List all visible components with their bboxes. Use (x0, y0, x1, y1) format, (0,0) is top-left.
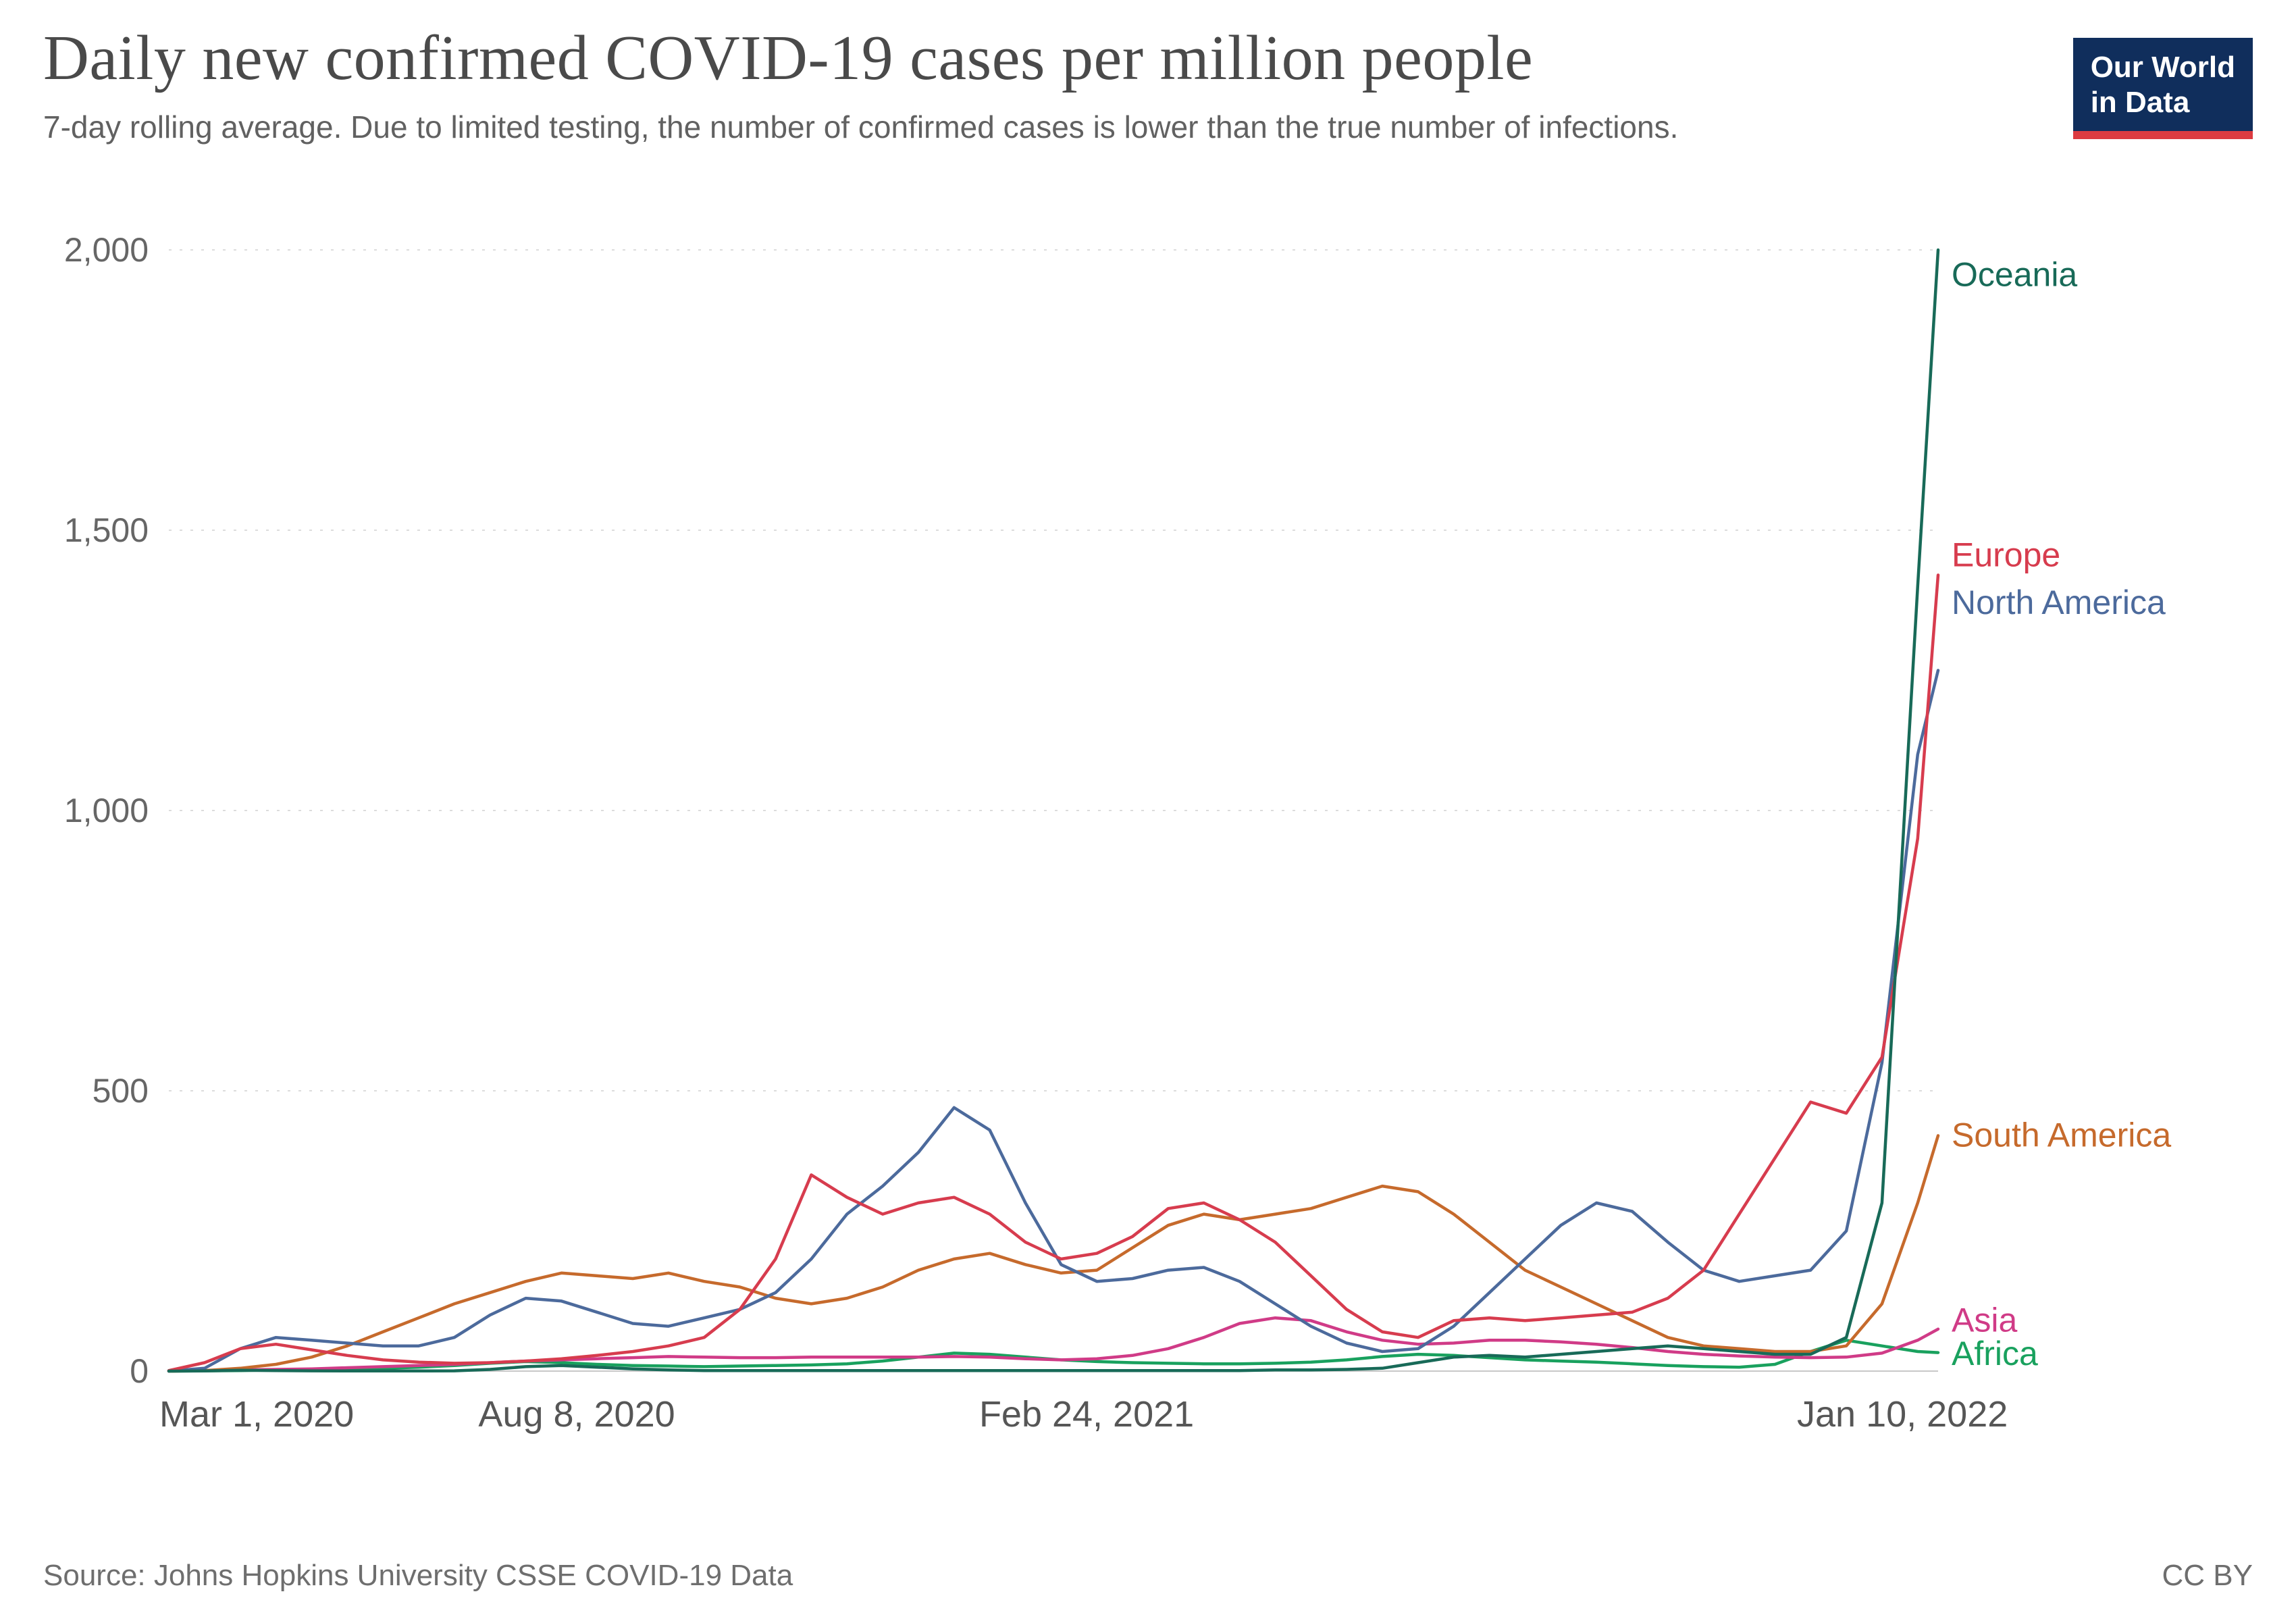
y-axis-tick-label: 2,000 (64, 231, 149, 269)
x-axis-tick-label: Mar 1, 2020 (159, 1394, 354, 1435)
series-line-north-america[interactable] (167, 669, 1940, 1373)
source-note: Source: Johns Hopkins University CSSE CO… (43, 1559, 793, 1592)
x-axis-tick-label: Jan 10, 2022 (1797, 1394, 2008, 1435)
series-line-south-america[interactable] (167, 1134, 1940, 1373)
series-label-south-america[interactable]: South America (1952, 1116, 2171, 1154)
owid-logo-line1: Our World (2090, 51, 2235, 84)
chart-footer: Source: Johns Hopkins University CSSE CO… (43, 1559, 2253, 1593)
x-axis-tick-label: Feb 24, 2021 (979, 1394, 1194, 1435)
chart-header: Daily new confirmed COVID-19 cases per m… (43, 23, 2253, 148)
page-title: Daily new confirmed COVID-19 cases per m… (43, 23, 1534, 93)
owid-logo[interactable]: Our World in Data (2072, 38, 2253, 139)
series-label-asia[interactable]: Asia (1952, 1301, 2017, 1339)
series-label-africa[interactable]: Africa (1952, 1335, 2038, 1372)
owid-logo-line2: in Data (2090, 85, 2190, 119)
y-axis-tick-label: 500 (93, 1072, 149, 1110)
license-note[interactable]: CC BY (2162, 1559, 2253, 1592)
chart-subtitle: 7-day rolling average. Due to limited te… (43, 109, 1679, 145)
covid-cases-line-chart[interactable]: 0 500 1,000 1,500 2,000 Mar 1, 2020 Aug 8, 202… (0, 203, 2296, 1486)
y-axis-tick-label: 0 (130, 1352, 149, 1390)
y-axis-tick-label: 1,500 (64, 511, 149, 549)
series-label-north-america[interactable]: North America (1952, 584, 2166, 621)
series-line-europe[interactable] (167, 573, 1940, 1372)
x-axis-tick-label: Aug 8, 2020 (478, 1394, 675, 1435)
series-label-oceania[interactable]: Oceania (1952, 255, 2077, 293)
series-label-europe[interactable]: Europe (1952, 536, 2060, 573)
y-axis-tick-label: 1,000 (64, 792, 149, 829)
series-line-oceania[interactable] (167, 248, 1940, 1373)
